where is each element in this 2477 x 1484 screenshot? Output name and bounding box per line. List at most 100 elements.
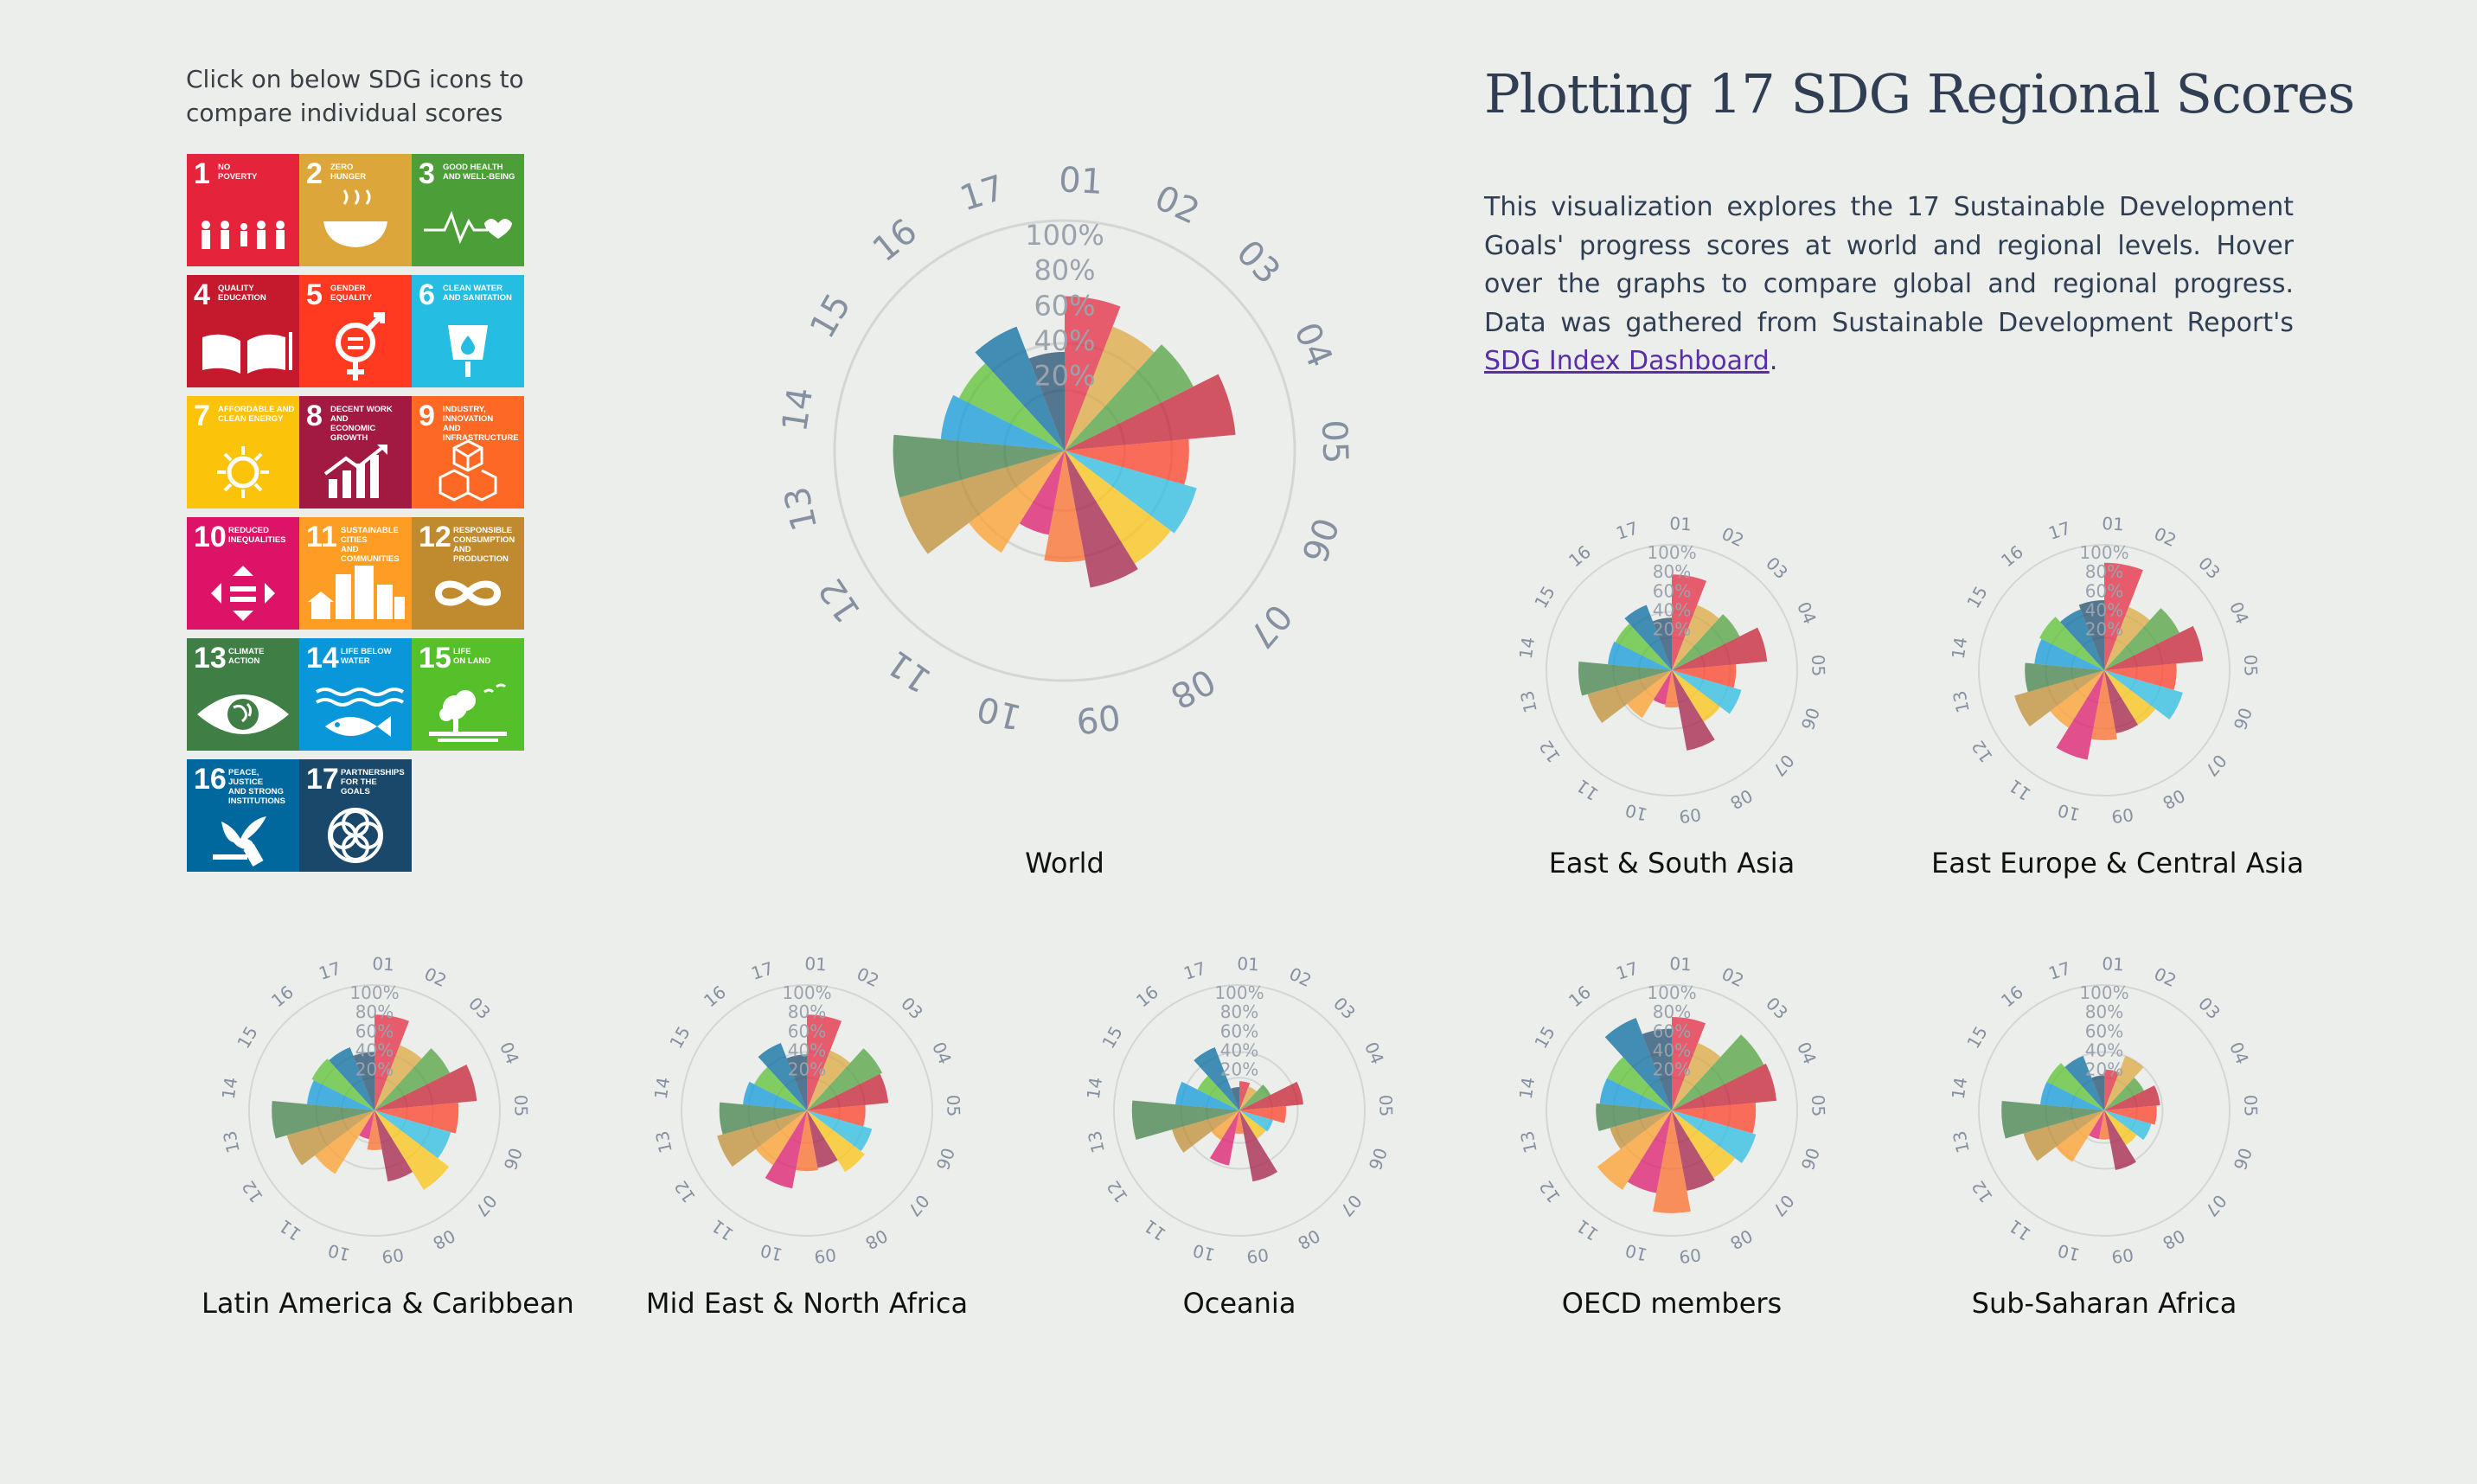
bar-sdg-15[interactable] xyxy=(1197,1076,1239,1110)
chart-mid-east-north-africa[interactable]: 20% 40% 60% 80% 100% 01 02 03 04 05 06 07 08 09 10 11 12… xyxy=(634,937,980,1335)
bar-sdg-17[interactable] xyxy=(1642,1028,1672,1111)
bar-sdg-01[interactable] xyxy=(2104,1069,2120,1110)
sdg-tile-15[interactable]: 15 LIFE ON LAND xyxy=(412,638,524,751)
bar-sdg-11[interactable] xyxy=(1597,1110,1672,1190)
bar-sdg-11[interactable] xyxy=(969,451,1065,553)
bar-sdg-02[interactable] xyxy=(2104,1056,2144,1110)
bar-sdg-09[interactable] xyxy=(2091,670,2117,740)
bar-sdg-05[interactable] xyxy=(374,1103,459,1134)
bar-sdg-14[interactable] xyxy=(743,1081,807,1110)
bar-sdg-03[interactable] xyxy=(1672,1034,1764,1110)
bar-sdg-06[interactable] xyxy=(1672,1110,1757,1164)
bar-sdg-15[interactable] xyxy=(1615,624,1672,670)
bar-sdg-07[interactable] xyxy=(2104,1110,2137,1146)
bar-sdg-04[interactable] xyxy=(2104,625,2204,670)
bar-sdg-17[interactable] xyxy=(1653,617,1672,670)
bar-sdg-13[interactable] xyxy=(719,1102,807,1135)
bar-sdg-06[interactable] xyxy=(2104,670,2183,720)
sdg-tile-7[interactable]: 7 AFFORDABLE AND CLEAN ENERGY xyxy=(187,396,299,509)
bar-sdg-03[interactable] xyxy=(1239,1084,1271,1110)
bar-sdg-16[interactable] xyxy=(758,1042,807,1110)
bar-sdg-10[interactable] xyxy=(1209,1110,1239,1166)
bar-sdg-14[interactable] xyxy=(1608,641,1672,670)
bar-sdg-07[interactable] xyxy=(1065,451,1171,564)
bar-sdg-09[interactable] xyxy=(796,1110,818,1172)
bar-sdg-13[interactable] xyxy=(1596,1103,1672,1132)
bar-sdg-05[interactable] xyxy=(1672,664,1737,688)
bar-sdg-13[interactable] xyxy=(1578,662,1672,696)
bar-sdg-13[interactable] xyxy=(1131,1100,1239,1140)
bar-sdg-02[interactable] xyxy=(807,1050,851,1110)
bar-sdg-07[interactable] xyxy=(374,1110,450,1190)
bar-sdg-02[interactable] xyxy=(374,1045,422,1110)
bar-sdg-03[interactable] xyxy=(1672,614,1740,670)
bar-sdg-17[interactable] xyxy=(1231,1087,1239,1110)
bar-sdg-14[interactable] xyxy=(1599,1078,1672,1110)
bar-sdg-03[interactable] xyxy=(2104,608,2180,670)
bar-sdg-17[interactable] xyxy=(353,1052,374,1111)
bar-sdg-06[interactable] xyxy=(1239,1110,1273,1132)
bar-sdg-04[interactable] xyxy=(807,1073,889,1110)
bar-sdg-04[interactable] xyxy=(2104,1085,2160,1110)
bar-sdg-16[interactable] xyxy=(2064,1056,2104,1110)
bar-sdg-10[interactable] xyxy=(2056,670,2104,760)
bar-sdg-06[interactable] xyxy=(1065,451,1197,534)
bar-sdg-10[interactable] xyxy=(1019,451,1065,535)
bar-sdg-16[interactable] xyxy=(1624,604,1672,670)
bar-sdg-14[interactable] xyxy=(307,1080,374,1110)
bar-sdg-05[interactable] xyxy=(1239,1106,1286,1123)
bar-sdg-03[interactable] xyxy=(374,1048,451,1110)
bar-sdg-14[interactable] xyxy=(2034,638,2104,670)
bar-sdg-01[interactable] xyxy=(1065,296,1121,451)
bar-sdg-16[interactable] xyxy=(1194,1046,1239,1110)
sdg-tile-17[interactable]: 17 PARTNERSHIPS FOR THE GOALS xyxy=(299,759,412,872)
bar-sdg-14[interactable] xyxy=(940,394,1065,451)
chart-east-south-asia[interactable]: 20% 40% 60% 80% 100% 01 02 03 04 05 06 07 08 09 10 11 12… xyxy=(1499,497,1845,895)
bar-sdg-02[interactable] xyxy=(1672,604,1719,670)
bar-sdg-12[interactable] xyxy=(1610,1110,1672,1149)
bar-sdg-02[interactable] xyxy=(2104,606,2150,670)
chart-oceania[interactable]: 20% 40% 60% 80% 100% 01 02 03 04 05 06 07 08 09 10 11 12… xyxy=(1066,937,1412,1335)
bar-sdg-01[interactable] xyxy=(1672,574,1706,670)
chart-world[interactable]: 20% 40% 60% 80% 100% 01 02 03 04 05 06 07 08 09 10 11 12… xyxy=(745,113,1385,892)
sdg-tile-3[interactable]: 3 GOOD HEALTH AND WELL-BEING xyxy=(412,154,524,266)
bar-sdg-09[interactable] xyxy=(1044,451,1085,562)
bar-sdg-06[interactable] xyxy=(2104,1110,2152,1141)
sdg-tile-14[interactable]: 14 LIFE BELOW WATER xyxy=(299,638,412,751)
bar-sdg-17[interactable] xyxy=(2091,1075,2104,1111)
chart-sub-saharan-africa[interactable]: 20% 40% 60% 80% 100% 01 02 03 04 05 06 07 08 09 10 11 12… xyxy=(1931,937,2277,1335)
bar-sdg-17[interactable] xyxy=(1028,351,1065,451)
bar-sdg-06[interactable] xyxy=(1672,670,1742,714)
bar-sdg-11[interactable] xyxy=(2050,670,2104,728)
bar-sdg-01[interactable] xyxy=(374,1014,409,1110)
bar-sdg-02[interactable] xyxy=(1239,1086,1258,1110)
sdg-tile-10[interactable]: 10 REDUCED INEQUALITIES xyxy=(187,517,299,630)
bar-sdg-10[interactable] xyxy=(1627,1110,1672,1193)
bar-sdg-07[interactable] xyxy=(1672,1110,1736,1179)
bar-sdg-06[interactable] xyxy=(374,1110,451,1159)
bar-sdg-01[interactable] xyxy=(1672,1017,1706,1110)
bar-sdg-11[interactable] xyxy=(2055,1110,2104,1162)
bar-sdg-10[interactable] xyxy=(1653,670,1672,705)
bar-sdg-13[interactable] xyxy=(2025,662,2104,693)
bar-sdg-08[interactable] xyxy=(2104,1110,2136,1171)
bar-sdg-11[interactable] xyxy=(755,1110,807,1166)
bar-sdg-10[interactable] xyxy=(765,1110,807,1189)
bar-sdg-14[interactable] xyxy=(2040,1081,2104,1110)
bar-sdg-12[interactable] xyxy=(286,1110,374,1166)
bar-sdg-08[interactable] xyxy=(2104,670,2139,733)
bar-sdg-16[interactable] xyxy=(2060,609,2104,670)
bar-sdg-16[interactable] xyxy=(329,1046,374,1110)
sdg-tile-16[interactable]: 16 PEACE, JUSTICE AND STRONG INSTITUTIONS xyxy=(187,759,299,872)
bar-sdg-04[interactable] xyxy=(1672,627,1768,670)
sdg-tile-6[interactable]: 6 CLEAN WATER AND SANITATION xyxy=(412,275,524,387)
bar-sdg-12[interactable] xyxy=(2023,1110,2104,1161)
bar-sdg-16[interactable] xyxy=(975,326,1065,451)
bar-sdg-08[interactable] xyxy=(1065,451,1138,588)
bar-sdg-09[interactable] xyxy=(1653,1110,1691,1213)
